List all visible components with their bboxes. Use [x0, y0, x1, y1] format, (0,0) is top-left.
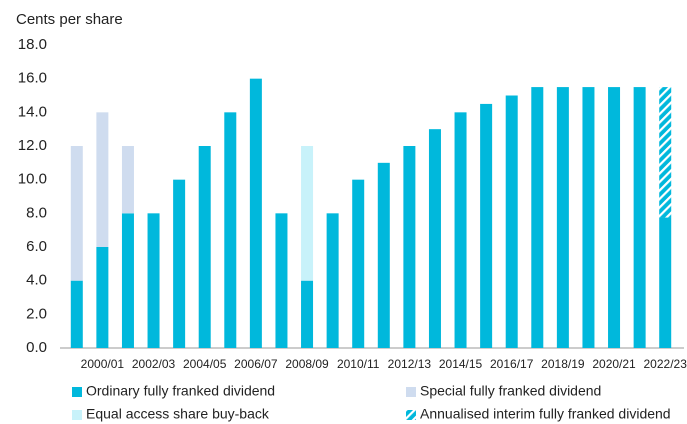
y-tick-label: 12.0 — [18, 137, 47, 154]
bar-segment — [608, 87, 621, 348]
legend-label: Equal access share buy-back — [86, 406, 270, 422]
bar-segment — [428, 129, 441, 348]
legend-label: Annualised interim fully franked dividen… — [420, 406, 671, 422]
legend-swatch — [72, 387, 82, 397]
x-tick-label: 2002/03 — [132, 357, 176, 371]
legend-swatch — [406, 387, 416, 397]
bar-segment — [326, 213, 339, 348]
legend-swatch — [406, 410, 416, 420]
x-tick-label: 2008/09 — [285, 357, 329, 371]
y-tick-label: 14.0 — [18, 103, 47, 120]
bar-segment — [224, 112, 237, 348]
y-tick-label: 16.0 — [18, 70, 47, 87]
legend-swatch — [72, 410, 82, 420]
bar-segment — [505, 95, 518, 348]
bar-segment — [352, 179, 365, 348]
bar-segment — [70, 280, 83, 348]
bar-segment — [249, 78, 262, 349]
x-tick-label: 2010/11 — [337, 357, 380, 371]
bar-segment — [377, 162, 390, 348]
y-tick-label: 10.0 — [18, 171, 47, 188]
x-tick-label: 2000/01 — [81, 357, 125, 371]
x-tick-label: 2018/19 — [541, 357, 585, 371]
x-tick-label: 2016/17 — [490, 357, 534, 371]
y-tick-label: 18.0 — [18, 36, 47, 53]
x-tick-label: 2020/21 — [592, 357, 636, 371]
bar-segment — [96, 112, 109, 247]
bar-segment — [531, 87, 544, 348]
bar-segment — [96, 247, 109, 348]
bar-segment — [454, 112, 467, 348]
x-tick-label: 2012/13 — [388, 357, 432, 371]
legend-label: Special fully franked dividend — [420, 383, 601, 399]
y-tick-label: 8.0 — [26, 204, 47, 221]
y-tick-label: 6.0 — [26, 238, 47, 255]
y-tick-label: 4.0 — [26, 272, 47, 289]
bar-segment — [556, 87, 569, 348]
bar-segment — [659, 217, 672, 348]
bar-segment — [301, 146, 314, 281]
bar-segment — [403, 146, 416, 348]
bar-segment — [275, 213, 288, 348]
y-tick-label: 2.0 — [26, 305, 47, 322]
bar-segment — [659, 87, 672, 218]
bar-segment — [121, 213, 134, 348]
bar-segment — [173, 179, 186, 348]
bar-segment — [633, 87, 646, 348]
y-tick-label: 0.0 — [26, 339, 47, 356]
x-tick-label: 2022/23 — [644, 357, 687, 371]
bar-segment — [70, 146, 83, 281]
bar-segment — [480, 103, 493, 349]
y-axis-title: Cents per share — [16, 11, 123, 28]
x-tick-label: 2004/05 — [183, 357, 227, 371]
bar-segment — [147, 213, 160, 348]
bar-segment — [198, 146, 211, 348]
bar-segment — [582, 87, 595, 348]
x-tick-label: 2014/15 — [439, 357, 483, 371]
x-tick-label: 2006/07 — [234, 357, 278, 371]
bar-segment — [301, 280, 314, 348]
bar-segment — [121, 146, 134, 214]
legend-label: Ordinary fully franked dividend — [86, 383, 275, 399]
